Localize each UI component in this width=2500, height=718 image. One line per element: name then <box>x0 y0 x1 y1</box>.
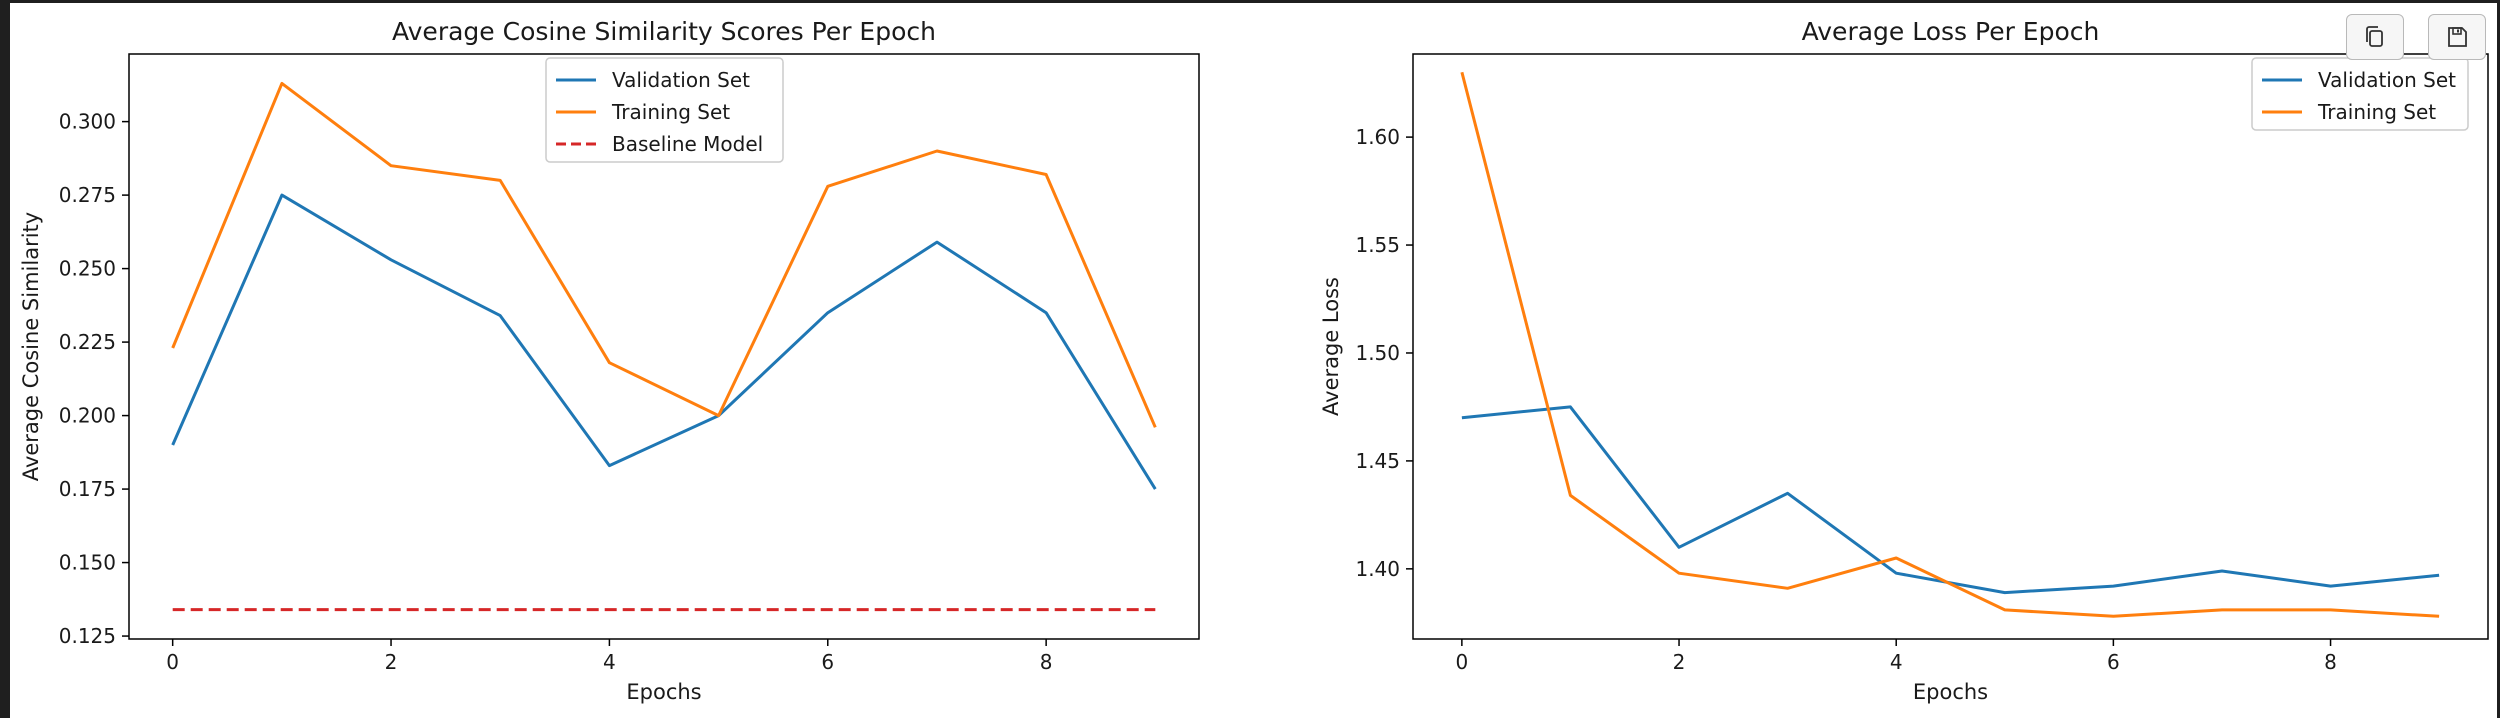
series-line-validation-set <box>171 193 1157 490</box>
legend-entry: Training Set <box>2317 100 2436 124</box>
copy-icon <box>2366 26 2383 47</box>
x-tick-label: 6 <box>821 650 834 674</box>
window-top-border <box>0 0 2500 3</box>
save-icon <box>2448 27 2467 47</box>
chart-1: Average Cosine Similarity Scores Per Epo… <box>19 17 1200 704</box>
y-tick-label: 0.125 <box>59 624 116 648</box>
chart-title: Average Loss Per Epoch <box>1802 17 2100 46</box>
plot-frame <box>128 53 1200 640</box>
y-tick-label: 0.275 <box>59 183 116 207</box>
chart-title: Average Cosine Similarity Scores Per Epo… <box>392 17 936 46</box>
x-tick-label: 2 <box>385 650 398 674</box>
y-tick-label: 1.40 <box>1355 557 1400 581</box>
copy-button[interactable] <box>2346 14 2404 60</box>
x-tick-label: 8 <box>2324 650 2337 674</box>
x-tick-label: 8 <box>1040 650 1053 674</box>
series-line-training-set <box>171 81 1157 428</box>
chart-2: Average Loss Per Epoch 0 2 4 6 8 1.40 1.45 1.50 1… <box>1319 17 2489 704</box>
y-tick-label: 1.60 <box>1355 125 1400 149</box>
y-tick-label: 0.300 <box>59 110 116 134</box>
window-left-border <box>0 0 10 718</box>
y-tick-label: 0.175 <box>59 477 116 501</box>
x-tick-label: 0 <box>1455 650 1468 674</box>
legend-entry: Validation Set <box>612 68 750 92</box>
plot-frame <box>1412 53 2489 640</box>
x-axis-label: Epochs <box>1913 680 1988 704</box>
legend-box <box>545 57 784 163</box>
x-tick-label: 4 <box>603 650 616 674</box>
y-axis-label: Average Loss <box>1319 277 1343 416</box>
y-tick-label: 0.200 <box>59 404 116 428</box>
y-tick-label: 1.45 <box>1355 449 1400 473</box>
x-tick-label: 0 <box>166 650 179 674</box>
x-tick-label: 6 <box>2107 650 2120 674</box>
series-line-training-set <box>1460 71 2440 618</box>
legend: Validation Set Training Set Baseline Model <box>545 57 784 163</box>
y-tick-label: 0.250 <box>59 257 116 281</box>
legend-entry: Validation Set <box>2318 68 2456 92</box>
y-axis-label: Average Cosine Similarity <box>19 212 43 481</box>
save-button[interactable] <box>2428 14 2486 60</box>
x-tick-label: 4 <box>1890 650 1903 674</box>
y-tick-label: 0.225 <box>59 330 116 354</box>
y-tick-label: 1.55 <box>1355 233 1400 257</box>
y-tick-label: 1.50 <box>1355 341 1400 365</box>
series-line-validation-set <box>1461 405 2440 595</box>
window-right-border <box>2497 0 2500 718</box>
legend-entry: Training Set <box>611 100 730 124</box>
x-tick-label: 2 <box>1673 650 1686 674</box>
x-axis-label: Epochs <box>626 680 701 704</box>
legend: Validation Set Training Set <box>2251 57 2469 131</box>
y-tick-label: 0.150 <box>59 551 116 575</box>
legend-entry: Baseline Model <box>612 132 763 156</box>
